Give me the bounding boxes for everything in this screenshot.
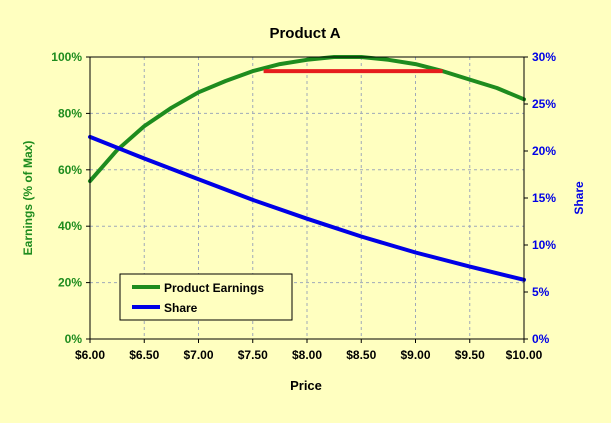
y-left-tick-label: 80%	[58, 106, 82, 120]
y-right-tick-label: 25%	[532, 97, 556, 111]
x-tick-label: $6.00	[75, 348, 105, 362]
x-tick-label: $10.00	[506, 348, 543, 362]
y-axis-right-title: Share	[572, 181, 586, 215]
legend-box	[119, 273, 293, 321]
y-left-tick-label: 60%	[58, 163, 82, 177]
y-left-tick-label: 0%	[65, 332, 83, 346]
x-tick-label: $7.50	[238, 348, 268, 362]
y-right-tick-label: 20%	[532, 144, 556, 158]
y-right-tick-label: 30%	[532, 50, 556, 64]
legend-label-product-earnings: Product Earnings	[164, 281, 264, 295]
y-axis-left-title: Earnings (% of Max)	[21, 141, 35, 256]
series-line-product-earnings	[88, 55, 526, 184]
x-tick-label: $8.00	[292, 348, 322, 362]
y-left-tick-label: 40%	[58, 219, 82, 233]
y-left-tick-label: 100%	[51, 50, 82, 64]
x-tick-label: $9.50	[455, 348, 485, 362]
legend-label-share: Share	[164, 301, 198, 315]
series-layer	[88, 55, 526, 282]
chart-title: Product A	[269, 25, 340, 42]
series-line-share	[88, 134, 526, 282]
y-right-tick-label: 10%	[532, 238, 556, 252]
axes: $6.00 $6.50 $7.00 $7.50 $8.00 $8.50 $9.00 $9.50…	[51, 50, 556, 362]
x-axis-title: Price	[290, 378, 322, 393]
x-tick-label: $8.50	[346, 348, 376, 362]
x-tick-label: $6.50	[129, 348, 159, 362]
y-left-tick-label: 20%	[58, 276, 82, 290]
y-right-tick-label: 5%	[532, 285, 550, 299]
y-right-tick-label: 15%	[532, 191, 556, 205]
y-right-tick-label: 0%	[532, 332, 550, 346]
x-tick-label: $7.00	[183, 348, 213, 362]
x-tick-label: $9.00	[400, 348, 430, 362]
legend: Product Earnings Share	[119, 273, 293, 321]
